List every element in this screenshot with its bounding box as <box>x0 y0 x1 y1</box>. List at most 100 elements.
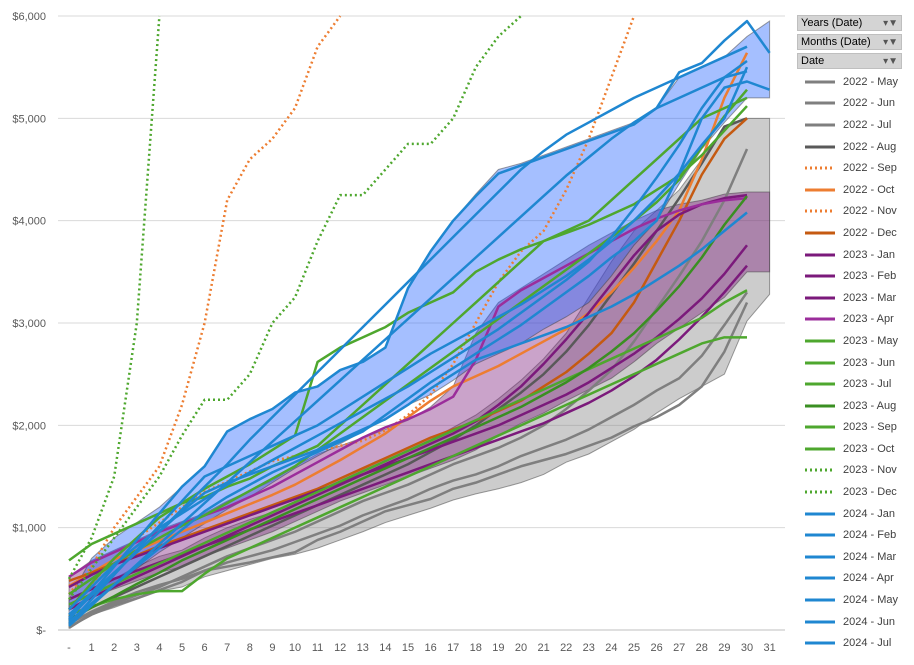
x-tick-label: 25 <box>628 642 640 654</box>
x-tick-label: 8 <box>247 642 253 654</box>
legend-label: 2022 - Jun <box>843 97 895 110</box>
series-line <box>68 336 747 616</box>
x-tick-label: 27 <box>673 642 685 654</box>
x-tick-label: 9 <box>269 642 275 654</box>
x-tick-label: 12 <box>334 642 346 654</box>
series-line <box>68 105 748 611</box>
legend-item: 2022 - Oct <box>803 179 911 201</box>
series-line <box>68 60 748 611</box>
legend-label: 2024 - Feb <box>843 529 897 542</box>
legend-item: 2024 - Jan <box>803 503 911 525</box>
filter-dropdown-icon: ▾▼ <box>883 18 898 29</box>
x-tick-label: 26 <box>650 642 662 654</box>
legend-swatch <box>805 231 835 235</box>
legend-swatch <box>805 209 835 213</box>
x-tick-label: 24 <box>605 642 617 654</box>
legend-item: 2023 - Jul <box>803 373 911 395</box>
legend-item: 2023 - Feb <box>803 265 911 287</box>
series-line <box>68 148 749 630</box>
legend-swatch <box>805 296 835 300</box>
legend-label: 2023 - Jun <box>843 356 895 369</box>
legend-item: 2024 - May <box>803 589 911 611</box>
x-tick-label: 21 <box>537 642 549 654</box>
legend-swatch <box>805 620 835 624</box>
legend-swatch <box>805 404 835 408</box>
series-line <box>68 45 748 616</box>
filter-label: Years (Date) <box>801 17 863 29</box>
legend-item: 2022 - Jun <box>803 93 911 115</box>
filter-button[interactable]: Months (Date) ▾▼ <box>797 34 902 50</box>
x-axis: -1 2 3 4 5 6 7 8 9 10 11 12 13 14 15 16 17 18 19 20 21 22 23 24… <box>67 642 776 654</box>
filter-dropdown-icon: ▾▼ <box>883 56 898 67</box>
filter-button[interactable]: Date ▾▼ <box>797 53 902 69</box>
legend-swatch <box>805 425 835 429</box>
legend-item: 2024 - Jun <box>803 611 911 633</box>
legend-swatch <box>805 598 835 602</box>
series-line <box>68 193 748 611</box>
legend-label: 2024 - Jul <box>843 637 892 650</box>
legend-item: 2023 - Nov <box>803 460 911 482</box>
legend-swatch <box>805 512 835 516</box>
legend-label: 2022 - Nov <box>843 205 897 218</box>
legend-label: 2022 - Jul <box>843 118 892 131</box>
legend-item: 2023 - Mar <box>803 287 911 309</box>
x-tick-label: 10 <box>289 642 301 654</box>
filter-label: Months (Date) <box>801 36 871 48</box>
series-line <box>67 15 522 601</box>
x-tick-label: 13 <box>357 642 369 654</box>
legend-label: 2024 - Jun <box>843 615 895 628</box>
legend-label: 2022 - Sep <box>843 162 897 175</box>
legend-label: 2023 - Oct <box>843 442 895 455</box>
x-tick-label: 4 <box>156 642 162 654</box>
legend: 2022 - May 2022 - Jun 2022 - Jul 2022 - Aug… <box>803 71 911 654</box>
legend-item: 2023 - Sep <box>803 417 911 439</box>
legend-swatch <box>805 317 835 321</box>
legend-item: 2024 - Mar <box>803 546 911 568</box>
legend-swatch <box>805 361 835 365</box>
y-tick-label: $1,000 <box>12 523 46 535</box>
y-tick-label: $6,000 <box>12 11 46 23</box>
filter-button[interactable]: Years (Date) ▾▼ <box>797 15 902 31</box>
legend-item: 2022 - Sep <box>803 157 911 179</box>
legend-label: 2023 - Jan <box>843 248 895 261</box>
series-line <box>68 52 749 588</box>
y-tick-label: $- <box>36 625 46 637</box>
x-tick-label: 30 <box>741 642 753 654</box>
x-tick-label: 20 <box>515 642 527 654</box>
legend-item: 2022 - Aug <box>803 136 911 158</box>
legend-item: 2022 - Jul <box>803 114 911 136</box>
legend-swatch <box>805 101 835 105</box>
series-line <box>68 70 748 627</box>
legend-swatch <box>805 490 835 494</box>
legend-label: 2024 - Apr <box>843 572 894 585</box>
legend-label: 2022 - Oct <box>843 183 895 196</box>
legend-label: 2023 - Feb <box>843 270 897 283</box>
x-tick-label: 3 <box>134 642 140 654</box>
legend-item: 2023 - May <box>803 330 911 352</box>
legend-item: 2023 - Jan <box>803 244 911 266</box>
legend-swatch <box>805 339 835 343</box>
x-tick-label: 31 <box>763 642 775 654</box>
series-line <box>68 117 748 621</box>
x-tick-label: 29 <box>718 642 730 654</box>
legend-item: 2024 - Feb <box>803 524 911 546</box>
y-tick-label: $5,000 <box>12 113 46 125</box>
series-line <box>68 291 749 625</box>
legend-swatch <box>805 447 835 451</box>
legend-label: 2023 - Dec <box>843 486 897 499</box>
x-tick-label: 5 <box>179 642 185 654</box>
legend-label: 2023 - Aug <box>843 399 897 412</box>
x-tick-label: 23 <box>583 642 595 654</box>
x-tick-label: 1 <box>89 642 95 654</box>
y-tick-label: $2,000 <box>12 420 46 432</box>
legend-item: 2023 - Apr <box>803 309 911 331</box>
legend-swatch <box>805 123 835 127</box>
series-line <box>68 66 749 625</box>
legend-label: 2024 - Jan <box>843 507 895 520</box>
legend-swatch <box>805 80 835 84</box>
legend-label: 2022 - May <box>843 75 899 88</box>
x-tick-label: 16 <box>424 642 436 654</box>
legend-label: 2023 - Sep <box>843 421 897 434</box>
series-line <box>68 80 771 623</box>
x-tick-label: 11 <box>312 642 323 654</box>
